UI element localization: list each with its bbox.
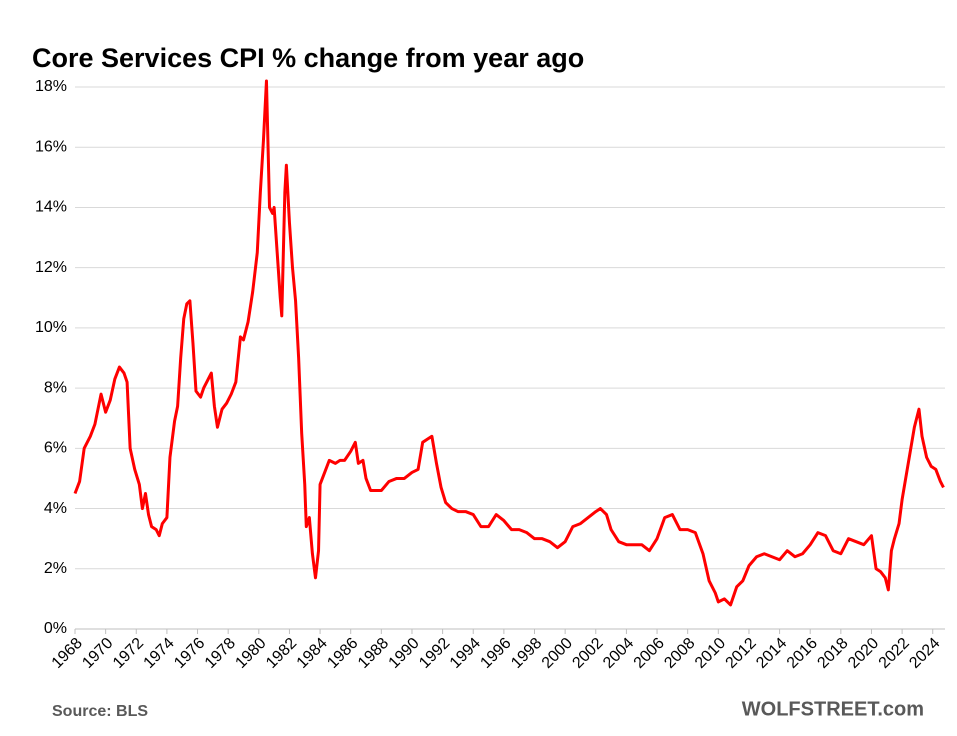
x-tick-label: 1970 [79, 635, 116, 672]
x-tick-label: 2020 [845, 635, 882, 672]
x-tick-label: 1982 [263, 635, 300, 672]
source: Source: BLS [52, 703, 148, 720]
y-tick-label: 18% [35, 78, 67, 95]
x-tick-label: 1998 [508, 635, 545, 672]
x-tick-label: 1984 [294, 635, 331, 672]
x-tick-label: 2024 [906, 635, 943, 672]
x-tick-label: 1980 [232, 635, 269, 672]
x-tick-label: 2008 [661, 635, 698, 672]
x-tick-label: 2014 [753, 635, 790, 672]
chart-title: Core Services CPI % change from year ago [32, 43, 584, 73]
y-tick-label: 8% [44, 379, 67, 396]
y-tick-label: 6% [44, 440, 67, 457]
x-tick-label: 2018 [814, 635, 851, 672]
x-tick-label: 1978 [202, 635, 239, 672]
x-tick-label: 1974 [141, 635, 178, 672]
y-tick-label: 2% [44, 560, 67, 577]
y-tick-label: 12% [35, 259, 67, 276]
y-tick-label: 10% [35, 319, 67, 336]
x-tick-label: 2004 [600, 635, 637, 672]
x-tick-label: 1976 [171, 635, 208, 672]
x-tick-label: 1996 [477, 635, 514, 672]
x-tick-label: 1988 [355, 635, 392, 672]
x-tick-label: 2000 [539, 635, 576, 672]
x-tick-label: 2016 [784, 635, 821, 672]
x-tick-label: 1968 [49, 635, 86, 672]
y-tick-label: 4% [44, 500, 67, 517]
watermark: WOLFSTREET.com [742, 698, 924, 720]
y-tick-label: 0% [44, 620, 67, 637]
y-tick-label: 14% [35, 199, 67, 216]
data-line [73, 79, 945, 607]
x-tick-label: 1990 [386, 635, 423, 672]
x-tick-label: 2012 [723, 635, 760, 672]
y-tick-label: 16% [35, 138, 67, 155]
x-tick-label: 2010 [692, 635, 729, 672]
x-tick-label: 1994 [447, 635, 484, 672]
x-tick-label: 2006 [631, 635, 668, 672]
x-tick-label: 1986 [324, 635, 361, 672]
x-tick-label: 2022 [876, 635, 913, 672]
x-tick-label: 2002 [569, 635, 606, 672]
x-tick-label: 1972 [110, 635, 147, 672]
x-tick-label: 1992 [416, 635, 453, 672]
